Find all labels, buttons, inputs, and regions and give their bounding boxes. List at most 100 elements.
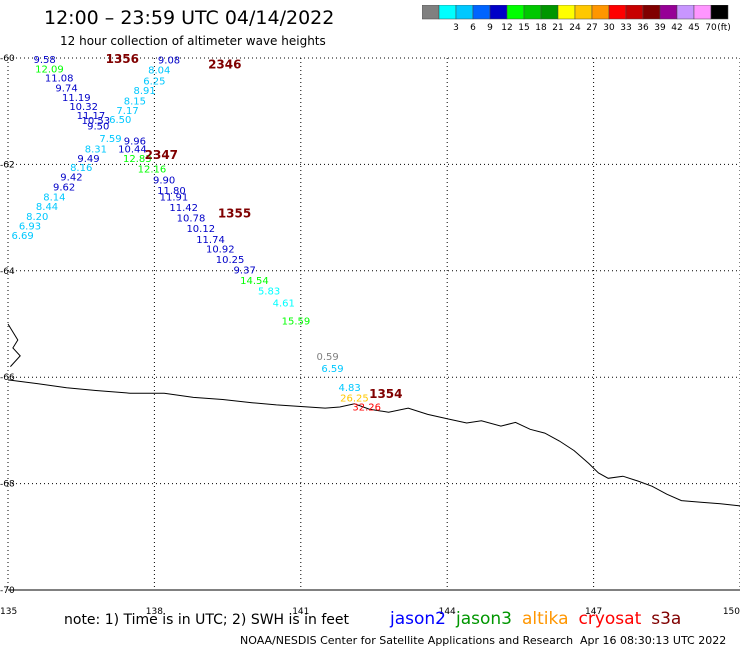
- legend-label: 18: [535, 23, 547, 33]
- wave-height-label: 11.08: [45, 74, 74, 85]
- axis-ticks: 135 138 141 144 147 150 -60 -62 -64 -66 -68 -70: [0, 54, 740, 617]
- wave-height-label: 14.54: [240, 276, 269, 287]
- wave-height-label: 11.74: [196, 235, 225, 246]
- legend-label: 15: [518, 23, 529, 33]
- wave-height-label: 8.44: [36, 202, 58, 213]
- lon-tick-label: 144: [439, 607, 456, 617]
- wave-height-label: 11.91: [160, 192, 189, 203]
- track-time-labels: 1356 2346 2347 1355 1354: [106, 52, 403, 401]
- wave-height-label: 10.12: [186, 224, 215, 235]
- wave-height-label: 9.50: [87, 122, 109, 133]
- wave-height-label: 10.32: [69, 102, 98, 113]
- legend-label: 24: [569, 23, 581, 33]
- wave-height-label: 4.61: [273, 299, 295, 310]
- satellite-jason2: jason2: [390, 609, 446, 629]
- wave-height-label: 6.50: [109, 115, 131, 126]
- wave-height-label: 7.17: [116, 106, 138, 117]
- legend-swatch: [710, 5, 729, 20]
- wave-height-label: 9.96: [124, 136, 146, 147]
- legend-label: 27: [586, 23, 597, 33]
- wave-height-label: 11.19: [62, 93, 91, 104]
- lon-tick-label: 138: [146, 607, 163, 617]
- grid-lines: [7, 57, 740, 591]
- lat-tick-label: -66: [0, 373, 15, 383]
- coastline-segment: [7, 323, 21, 367]
- wave-height-label: 6.25: [143, 76, 165, 87]
- wave-height-label: 0.59: [317, 352, 339, 363]
- lat-tick-label: -68: [0, 480, 15, 490]
- wave-height-labels: 9.5812.0911.089.7411.1910.3211.1710.539.…: [12, 55, 381, 413]
- lat-tick-label: -64: [0, 267, 15, 277]
- generated-time: Apr 16 08:30:13 UTC 2022: [580, 634, 727, 647]
- legend-label: 3: [453, 23, 459, 33]
- legend-label: 6: [470, 23, 476, 33]
- lon-tick-label: 141: [292, 607, 309, 617]
- legend-label: 33: [620, 23, 631, 33]
- wave-height-label: 8.31: [85, 144, 107, 155]
- wave-height-label: 8.14: [43, 192, 65, 203]
- wave-height-label: 6.69: [12, 231, 34, 242]
- track-time-label: 1355: [218, 206, 251, 220]
- satellite-jason3: jason3: [456, 609, 512, 629]
- footer-note: note: 1) Time is in UTC; 2) SWH is in fe…: [64, 612, 350, 628]
- wave-height-label: 6.59: [321, 364, 343, 375]
- track-time-label: 1356: [106, 52, 139, 66]
- wave-height-label: 9.74: [55, 83, 77, 94]
- wave-height-label: 12.16: [138, 165, 167, 176]
- wave-height-label: 11.80: [157, 186, 186, 197]
- satellite-cryosat: cryosat: [578, 609, 642, 629]
- credit-text: NOAA/NESDIS Center for Satellite Applica…: [240, 634, 574, 647]
- wave-height-label: 10.78: [177, 214, 206, 225]
- wave-height-label: 9.49: [77, 154, 99, 165]
- satellite-altika: altika: [522, 609, 569, 629]
- lat-tick-label: -70: [0, 586, 15, 596]
- track-time-label: 2347: [145, 148, 178, 162]
- legend-label: 36: [637, 23, 649, 33]
- satellite-legend: jason2 jason3 altika cryosat s3a: [390, 609, 691, 629]
- legend-label: 12: [501, 23, 512, 33]
- wave-height-label: 12.83: [123, 154, 152, 165]
- wave-height-label: 9.62: [53, 183, 75, 194]
- wave-height-label: 5.83: [258, 286, 280, 297]
- wave-height-label: 10.53: [82, 116, 111, 127]
- lat-tick-label: -60: [0, 54, 15, 64]
- legend-label: 70: [705, 23, 717, 33]
- legend-label: 21: [552, 23, 563, 33]
- wave-height-label: 7.59: [99, 134, 121, 145]
- wave-height-label: 9.42: [60, 173, 82, 184]
- map-title: 12:00 – 23:59 UTC 04/14/2022: [44, 7, 335, 29]
- wave-height-label: 15.59: [282, 316, 311, 327]
- wave-height-label: 11.42: [169, 203, 198, 214]
- wave-height-label: 8.91: [134, 86, 156, 97]
- wave-height-label: 10.44: [118, 144, 147, 155]
- wave-height-label: 8.20: [26, 212, 48, 223]
- wave-height-label: 4.83: [338, 383, 360, 394]
- wave-height-label: 8.15: [124, 97, 146, 108]
- wave-height-label: 8.16: [70, 163, 92, 174]
- legend-label: 45: [688, 23, 699, 33]
- satellite-s3a: s3a: [651, 609, 682, 629]
- lon-tick-label: 147: [585, 607, 602, 617]
- wave-height-label: 6.93: [19, 222, 41, 233]
- lat-tick-label: -62: [0, 160, 15, 170]
- coastline: [7, 323, 740, 507]
- wave-height-label: 32.26: [352, 402, 381, 413]
- wave-height-label: 11.17: [77, 111, 106, 122]
- track-time-label: 2346: [208, 57, 241, 71]
- wave-height-label: 26.25: [340, 393, 369, 404]
- color-legend: 3 6 9 12 15 18 21 24 27 30 33 36 39 42 45 70 (ft): [422, 5, 731, 33]
- legend-label: 39: [654, 23, 666, 33]
- wave-height-label: 10.25: [216, 255, 245, 266]
- legend-label: 9: [487, 23, 493, 33]
- wave-height-label: 9.90: [153, 175, 175, 186]
- wave-height-label: 10.92: [206, 244, 235, 255]
- map-subtitle: 12 hour collection of altimeter wave hei…: [60, 34, 326, 48]
- wave-height-label: 12.09: [35, 65, 64, 76]
- wave-height-label: 9.37: [234, 266, 256, 277]
- lon-tick-label: 150: [723, 607, 740, 617]
- wave-height-label: 9.08: [158, 56, 180, 67]
- antarctic-coastline: [7, 379, 740, 507]
- lon-tick-label: 135: [0, 607, 17, 617]
- legend-label: 42: [671, 23, 682, 33]
